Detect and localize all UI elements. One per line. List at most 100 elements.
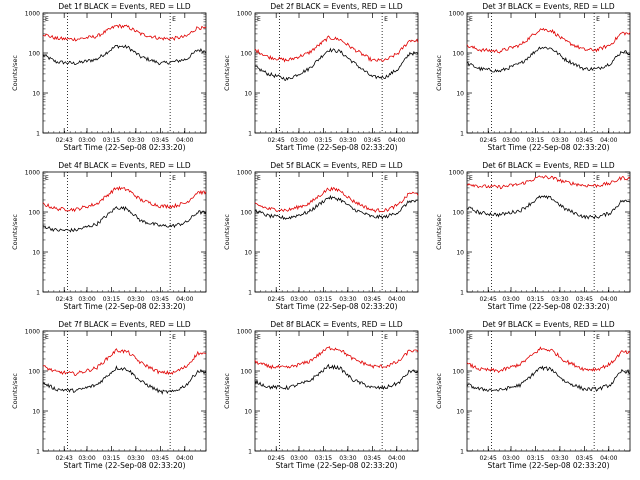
chart-title: Det 7f BLACK = Events, RED = LLD <box>58 320 191 329</box>
y-axis-label: Counts/sec <box>223 373 231 409</box>
y-tick-label: 1 <box>460 290 464 297</box>
x-tick-label: 03:45 <box>152 296 169 303</box>
y-tick-label: 1000 <box>237 170 252 177</box>
x-tick-label: 04:00 <box>600 296 617 303</box>
e-marker: E <box>45 334 49 341</box>
y-tick-label: 100 <box>453 210 465 217</box>
series-line-lld <box>42 23 207 42</box>
x-tick-label: 03:00 <box>502 455 519 462</box>
x-tick-label: 03:15 <box>527 137 544 144</box>
x-tick-label: 03:30 <box>339 296 356 303</box>
series-line-lld <box>42 348 207 377</box>
x-tick-label: 03:45 <box>364 137 381 144</box>
e-marker: E <box>257 175 261 182</box>
chart-title: Det 5f BLACK = Events, RED = LLD <box>270 161 403 170</box>
y-tick-label: 10 <box>244 409 252 416</box>
x-axis-label: Start Time (22-Sep-08 02:33:20) <box>488 143 610 152</box>
x-tick-label: 03:15 <box>315 455 332 462</box>
e-marker: E <box>45 175 49 182</box>
y-tick-label: 100 <box>241 210 253 217</box>
chart-title: Det 1f BLACK = Events, RED = LLD <box>58 2 191 11</box>
y-tick-label: 10 <box>244 250 252 257</box>
y-axis-label: Counts/sec <box>223 55 231 91</box>
x-tick-label: 03:30 <box>339 455 356 462</box>
x-axis-label: Start Time (22-Sep-08 02:33:20) <box>64 461 186 470</box>
e-marker: E <box>469 334 473 341</box>
x-tick-label: 03:00 <box>502 137 519 144</box>
x-tick-label: 04:00 <box>176 296 193 303</box>
x-tick-label: 04:00 <box>176 137 193 144</box>
x-tick-label: 03:30 <box>127 137 144 144</box>
y-tick-label: 10 <box>456 409 464 416</box>
e-marker: E <box>384 175 388 182</box>
chart-title: Det 4f BLACK = Events, RED = LLD <box>58 161 191 170</box>
y-tick-label: 10 <box>456 91 464 98</box>
x-tick-label: 02:43 <box>56 455 73 462</box>
x-tick-label: 03:15 <box>315 137 332 144</box>
y-tick-label: 1 <box>248 290 252 297</box>
chart-panel-2: Det 2f BLACK = Events, RED = LLD 1 10 100 10… <box>223 2 419 152</box>
x-tick-label: 03:30 <box>551 455 568 462</box>
chart-panel-7: Det 7f BLACK = Events, RED = LLD 1 10 100 10… <box>11 320 207 470</box>
x-tick-label: 03:30 <box>127 296 144 303</box>
x-tick-label: 04:00 <box>388 296 405 303</box>
chart-panel-4: Det 4f BLACK = Events, RED = LLD 1 10 100 10… <box>11 161 207 311</box>
y-axis-label: Counts/sec <box>11 373 19 409</box>
x-tick-label: 04:00 <box>176 455 193 462</box>
e-marker: E <box>596 16 600 23</box>
series-line-events <box>42 44 207 66</box>
series-line-lld <box>466 27 631 54</box>
x-tick-label: 02:45 <box>480 296 497 303</box>
x-axis-label: Start Time (22-Sep-08 02:33:20) <box>276 143 398 152</box>
series-line-events <box>466 365 631 392</box>
x-tick-label: 03:00 <box>290 296 307 303</box>
series-line-events <box>254 363 419 390</box>
chart-title: Det 3f BLACK = Events, RED = LLD <box>482 2 615 11</box>
y-tick-label: 10 <box>32 250 40 257</box>
series-line-lld <box>254 346 419 370</box>
e-marker: E <box>596 175 600 182</box>
chart-panel-3: Det 3f BLACK = Events, RED = LLD 1 10 100 10… <box>435 2 631 152</box>
x-tick-label: 03:45 <box>576 137 593 144</box>
x-tick-label: 04:00 <box>388 455 405 462</box>
chart-panel-1: Det 1f BLACK = Events, RED = LLD 1 10 100 10… <box>11 2 207 152</box>
series-line-events <box>466 194 631 220</box>
series-line-lld <box>466 175 631 190</box>
y-axis-label: Counts/sec <box>223 214 231 250</box>
x-tick-label: 03:15 <box>527 296 544 303</box>
x-tick-label: 02:45 <box>480 137 497 144</box>
e-marker: E <box>469 16 473 23</box>
y-tick-label: 100 <box>453 51 465 58</box>
y-tick-label: 1 <box>36 131 40 138</box>
x-tick-label: 03:30 <box>339 137 356 144</box>
y-tick-label: 100 <box>241 369 253 376</box>
x-tick-label: 03:15 <box>315 296 332 303</box>
x-tick-label: 02:43 <box>56 296 73 303</box>
y-tick-label: 1000 <box>237 11 252 18</box>
chart-panel-6: Det 6f BLACK = Events, RED = LLD 1 10 100 10… <box>435 161 631 311</box>
x-tick-label: 03:00 <box>502 296 519 303</box>
x-tick-label: 04:00 <box>600 455 617 462</box>
series-line-events <box>466 46 631 73</box>
series-line-lld <box>466 346 631 374</box>
y-tick-label: 100 <box>453 369 465 376</box>
y-tick-label: 10 <box>32 91 40 98</box>
series-line-events <box>42 205 207 233</box>
y-tick-label: 1000 <box>449 329 464 336</box>
chart-panel-9: Det 9f BLACK = Events, RED = LLD 1 10 100 10… <box>435 320 631 470</box>
y-tick-label: 10 <box>456 250 464 257</box>
y-tick-label: 1000 <box>237 329 252 336</box>
x-axis-label: Start Time (22-Sep-08 02:33:20) <box>64 143 186 152</box>
x-tick-label: 03:00 <box>290 137 307 144</box>
x-tick-label: 03:00 <box>290 455 307 462</box>
x-tick-label: 03:15 <box>103 137 120 144</box>
y-tick-label: 100 <box>29 210 41 217</box>
y-tick-label: 1000 <box>25 11 40 18</box>
x-tick-label: 03:30 <box>551 296 568 303</box>
y-tick-label: 10 <box>32 409 40 416</box>
y-axis-label: Counts/sec <box>435 55 443 91</box>
y-axis-label: Counts/sec <box>11 55 19 91</box>
e-marker: E <box>384 16 388 23</box>
e-marker: E <box>45 16 49 23</box>
x-tick-label: 03:30 <box>551 137 568 144</box>
